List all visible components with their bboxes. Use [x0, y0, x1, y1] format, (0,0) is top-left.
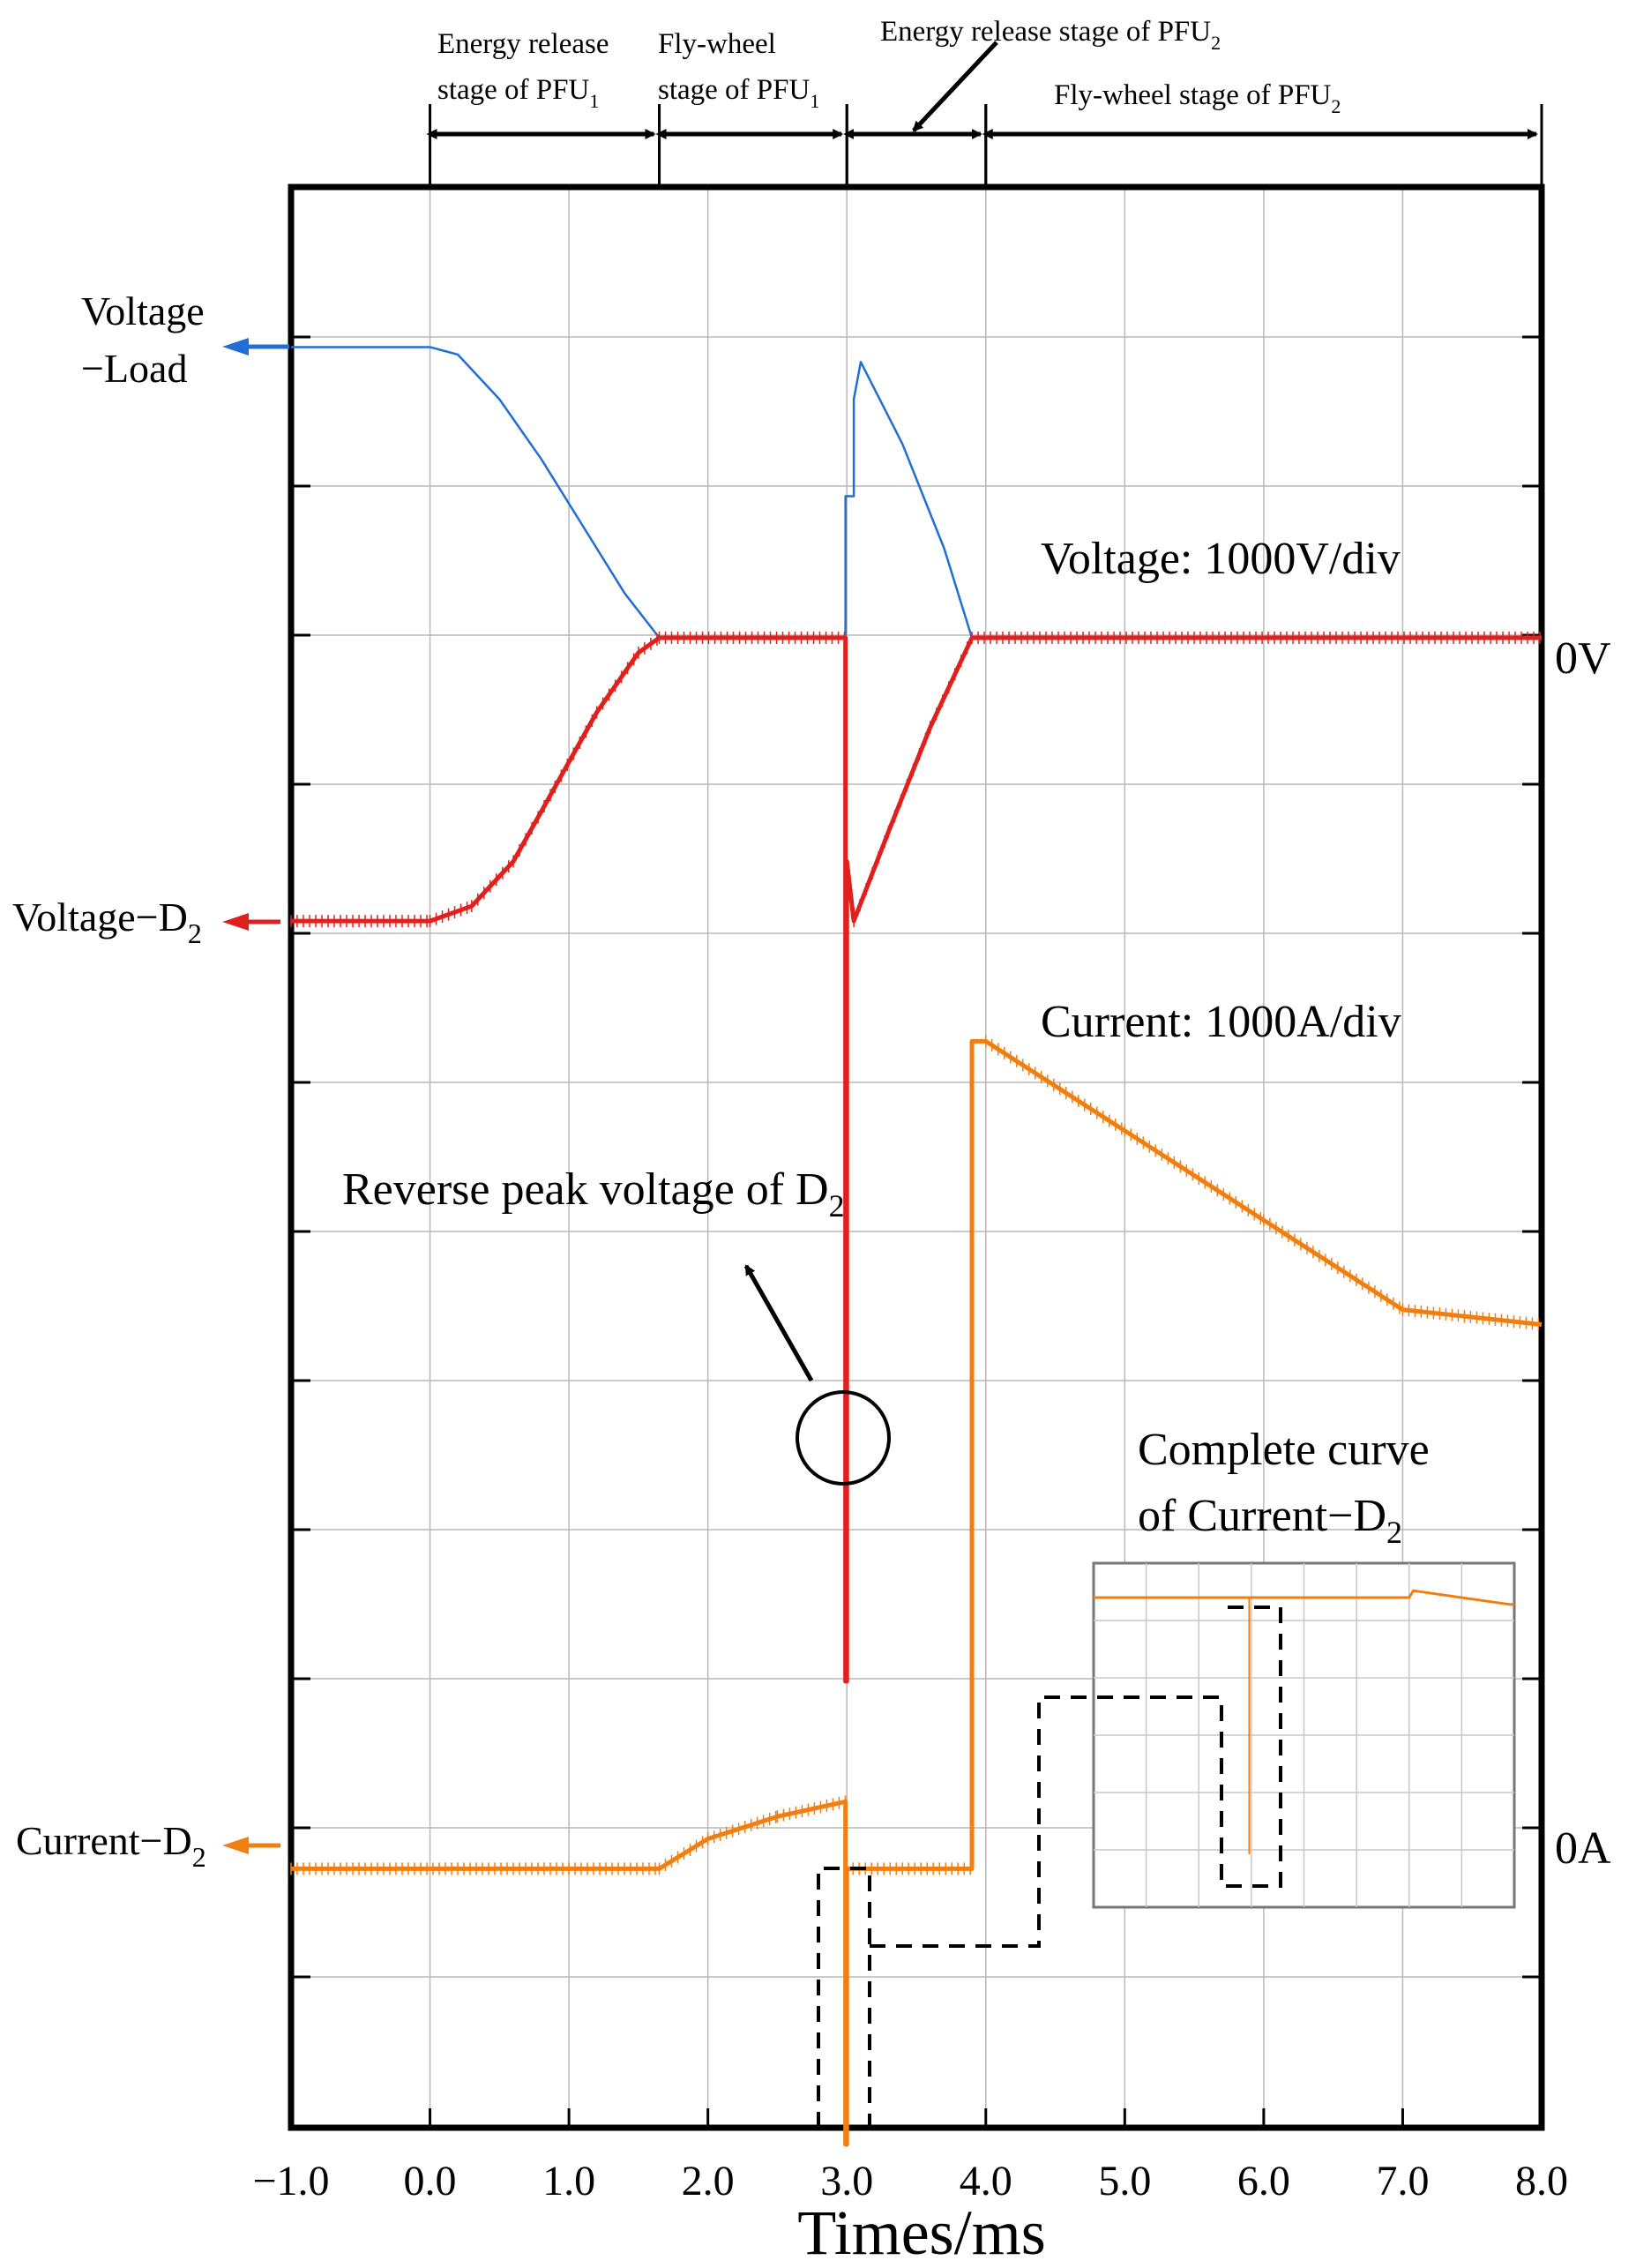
series-trace-1: [291, 635, 1542, 1684]
reverse-peak-annotation: Reverse peak voltage of D2: [342, 1164, 845, 1224]
current-scale-label: Current: 1000A/div: [1041, 997, 1401, 1047]
x-tick-label: 5.0: [1098, 2158, 1151, 2204]
inset-plot: [1092, 1561, 1516, 1909]
plot-frame: [288, 183, 1545, 2131]
inset-zoom-connector: [817, 1606, 1282, 2128]
grid: [288, 183, 1545, 2131]
stage-4-label: Fly-wheel stage of PFU2: [1054, 79, 1341, 117]
stage-3-pointer: [912, 41, 998, 132]
voltage-scale-label: Voltage: 1000V/div: [1041, 534, 1401, 584]
x-tick-label: −1.0: [252, 2158, 329, 2204]
series-trace-0: [291, 346, 1542, 640]
x-tick-label: 1.0: [542, 2158, 595, 2204]
x-tick-label: 3.0: [820, 2158, 873, 2204]
traces: [290, 346, 1543, 2147]
x-tick-label: 7.0: [1376, 2158, 1429, 2204]
reverse-peak-arrow: [743, 1264, 814, 1382]
inset-title-line2: of Current−D2: [1138, 1491, 1402, 1550]
x-tick-label: 8.0: [1515, 2158, 1568, 2204]
x-axis-label: Times/ms: [797, 2197, 1045, 2268]
series-label-current-d2: Current−D2: [16, 1818, 206, 1873]
stage-3-label: Energy release stage of PFU2: [880, 16, 1221, 54]
x-tick-label: 2.0: [682, 2158, 735, 2204]
stage-brackets: Energy release stage of PFU1 Fly-wheel stag…: [426, 16, 1543, 187]
inset-trace: [1094, 1589, 1514, 1606]
stage-2-label-l1: Fly-wheel: [658, 28, 776, 60]
zero-voltage-label: 0V: [1555, 633, 1611, 684]
x-tick-labels: −1.0 0.0 1.0 2.0 3.0 4.0 5.0 6.0 7.0 8.0: [252, 2158, 1568, 2204]
inset-title-line1: Complete curve: [1138, 1425, 1430, 1475]
x-tick-label: 6.0: [1237, 2158, 1290, 2204]
x-tick-label: 4.0: [960, 2158, 1012, 2204]
series-label-voltage-d2: Voltage−D2: [12, 894, 202, 949]
reverse-peak-circle: [796, 1390, 891, 1486]
zero-current-label: 0A: [1555, 1823, 1611, 1874]
stage-1-label-l2: stage of PFU1: [437, 74, 599, 112]
stage-1-label-l1: Energy release: [437, 28, 609, 60]
series-label-voltage-load-l2: −Load: [81, 346, 187, 391]
series-label-voltage-load-l1: Voltage: [81, 288, 205, 333]
x-tick-label: 0.0: [404, 2158, 457, 2204]
stage-2-label-l2: stage of PFU1: [658, 74, 819, 112]
